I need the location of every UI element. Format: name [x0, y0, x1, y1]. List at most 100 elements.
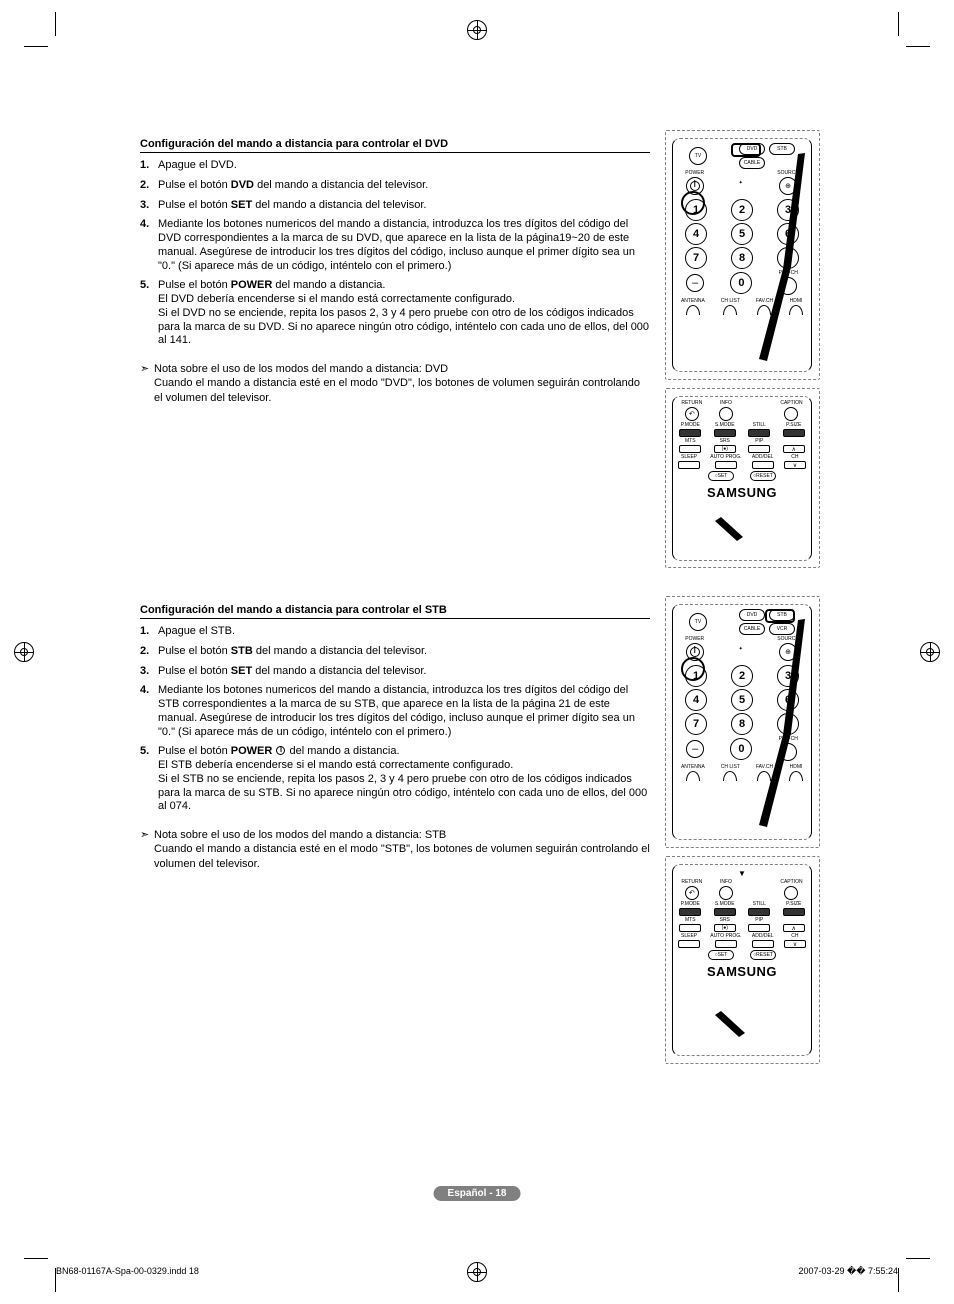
remote-num-0: 0 [730, 272, 752, 294]
stb-note: Nota sobre el uso de los modos del mando… [154, 828, 650, 871]
remote-chlist-button [723, 305, 737, 315]
step-item: 2.Pulse el botón DVD del mando a distanc… [140, 179, 650, 193]
remote-dvd-button: DVD [739, 143, 765, 155]
crop-mark [24, 1258, 48, 1259]
remote-dash-button: – [686, 274, 704, 292]
remote-dvd-button: DVD [739, 609, 765, 621]
remote-pmode-button [679, 429, 701, 437]
content-body: Configuración del mando a distancia para… [140, 138, 650, 405]
step-item: 3.Pulse el botón SET del mando a distanc… [140, 199, 650, 213]
remote-psize-button [783, 429, 805, 437]
remote-ch-down: ∨ [784, 461, 806, 469]
step-text: Apague el DVD. [158, 159, 650, 173]
remote-num-4: 4 [685, 223, 707, 245]
remote-cable-button: CABLE [739, 623, 765, 635]
remote-num-8: 8 [731, 247, 753, 269]
remote-ch-up: ∧ [783, 445, 805, 453]
step-text: Pulse el botón POWER del mando a distanc… [158, 279, 650, 348]
step-number: 2. [140, 645, 158, 659]
remote-num-7: 7 [685, 247, 707, 269]
source-label: SOURCE [777, 171, 798, 176]
dvd-step-list: 1.Apague el DVD. 2.Pulse el botón DVD del… [140, 159, 650, 348]
step-item: 4.Mediante los botones numericos del man… [140, 218, 650, 273]
remote-num-2: 2 [731, 199, 753, 221]
power-label: POWER [685, 171, 704, 176]
brand-logo: SAMSUNG [673, 485, 811, 500]
remote-num-3: 3 [777, 199, 799, 221]
step-number: 3. [140, 665, 158, 679]
step-number: 3. [140, 199, 158, 213]
step-text: Pulse el botón DVD del mando a distancia… [158, 179, 650, 193]
remote-diagram-top-2: TV DVD STB CABLE VCR POWER ✦ SOURCE⊕ 123… [672, 604, 812, 840]
remote-prech-button [779, 277, 797, 295]
remote-diagram-top: TV DVD STB CABLE POWER ✦ SOURCE⊕ 123 456… [672, 138, 812, 372]
content-body-2: Configuración del mando a distancia para… [140, 604, 650, 871]
stb-step-list: 1.Apague el STB.2.Pulse el botón STB del… [140, 625, 650, 814]
registration-mark [467, 20, 487, 40]
footer-filename: BN68-01167A-Spa-00-0329.indd 18 [56, 1266, 199, 1276]
step-text: Pulse el botón SET del mando a distancia… [158, 665, 650, 679]
remote-diagram-bottom: RETURN↶ INFO CAPTION P.MODE S.MODE STILL… [672, 396, 812, 561]
remote-cable-button: CABLE [739, 157, 765, 169]
brand-logo: SAMSUNG [673, 964, 811, 979]
step-item: 2.Pulse el botón STB del mando a distanc… [140, 645, 650, 659]
step-item: 5.Pulse el botón POWER del mando a dista… [140, 279, 650, 348]
remote-tv-button: TV [689, 613, 707, 631]
crop-mark [55, 12, 56, 36]
remote-reset-button: ○ RESET [750, 471, 776, 481]
step-item: 3.Pulse el botón SET del mando a distanc… [140, 665, 650, 679]
crop-mark [906, 46, 930, 47]
step-item: 5.Pulse el botón POWER del mando a dista… [140, 745, 650, 814]
remote-num-5: 5 [731, 223, 753, 245]
registration-mark [14, 642, 34, 662]
remote-srs-button: (●) [714, 445, 736, 453]
remote-hdmi-button [789, 305, 803, 315]
remote-return-button: ↶ [685, 407, 699, 421]
step-text: Mediante los botones numericos del mando… [158, 684, 650, 739]
step-text: Apague el STB. [158, 625, 650, 639]
remote-autoprog-button [715, 461, 737, 469]
dvd-heading: Configuración del mando a distancia para… [140, 138, 650, 153]
step-text: Pulse el botón POWER del mando a distanc… [158, 745, 650, 814]
footer-timestamp: 2007-03-29 �� 7:55:24 [798, 1266, 898, 1277]
crop-mark [24, 46, 48, 47]
remote-favch-button [757, 305, 771, 315]
remote-stb-button: STB [769, 609, 795, 621]
step-text: Pulse el botón STB del mando a distancia… [158, 645, 650, 659]
remote-antenna-button [686, 305, 700, 315]
step-item: 1.Apague el STB. [140, 625, 650, 639]
remote-adddel-button [752, 461, 774, 469]
step-number: 4. [140, 684, 158, 739]
remote-info-button [719, 407, 733, 421]
step-number: 1. [140, 159, 158, 173]
remote-power-button [686, 177, 704, 195]
remote-num-9: 9 [777, 247, 799, 269]
page: Configuración del mando a distancia para… [0, 0, 954, 1304]
note-mark: ➣ [140, 362, 154, 405]
remote-num-6: 6 [777, 223, 799, 245]
remote-diagram-bottom-2: ▼ RETURN↶ INFO CAPTION P.MODE S.MODE STI… [672, 864, 812, 1056]
remote-caption-button [784, 407, 798, 421]
remote-sleep-button [678, 461, 700, 469]
power-icon [690, 647, 700, 657]
remote-vcr-button: VCR [769, 623, 795, 635]
power-icon [690, 181, 700, 191]
remote-source-button: ⊕ [779, 643, 797, 661]
prech-label: PRE-CH [779, 271, 798, 276]
step-number: 5. [140, 279, 158, 348]
dvd-note: Nota sobre el uso de los modos del mando… [154, 362, 650, 405]
remote-still-button [748, 429, 770, 437]
remote-tv-button: TV [689, 147, 707, 165]
step-item: 1.Apague el DVD. [140, 159, 650, 173]
note-mark: ➣ [140, 828, 154, 871]
remote-set-button: ○ SET [708, 471, 734, 481]
page-number-pill: Español - 18 [434, 1186, 521, 1201]
down-arrow-icon: ▼ [738, 869, 746, 878]
remote-smode-button [714, 429, 736, 437]
remote-stb-button: STB [769, 143, 795, 155]
step-number: 1. [140, 625, 158, 639]
step-item: 4.Mediante los botones numericos del man… [140, 684, 650, 739]
crop-mark [898, 12, 899, 36]
remote-power-button [686, 643, 704, 661]
step-text: Mediante los botones numericos del mando… [158, 218, 650, 273]
